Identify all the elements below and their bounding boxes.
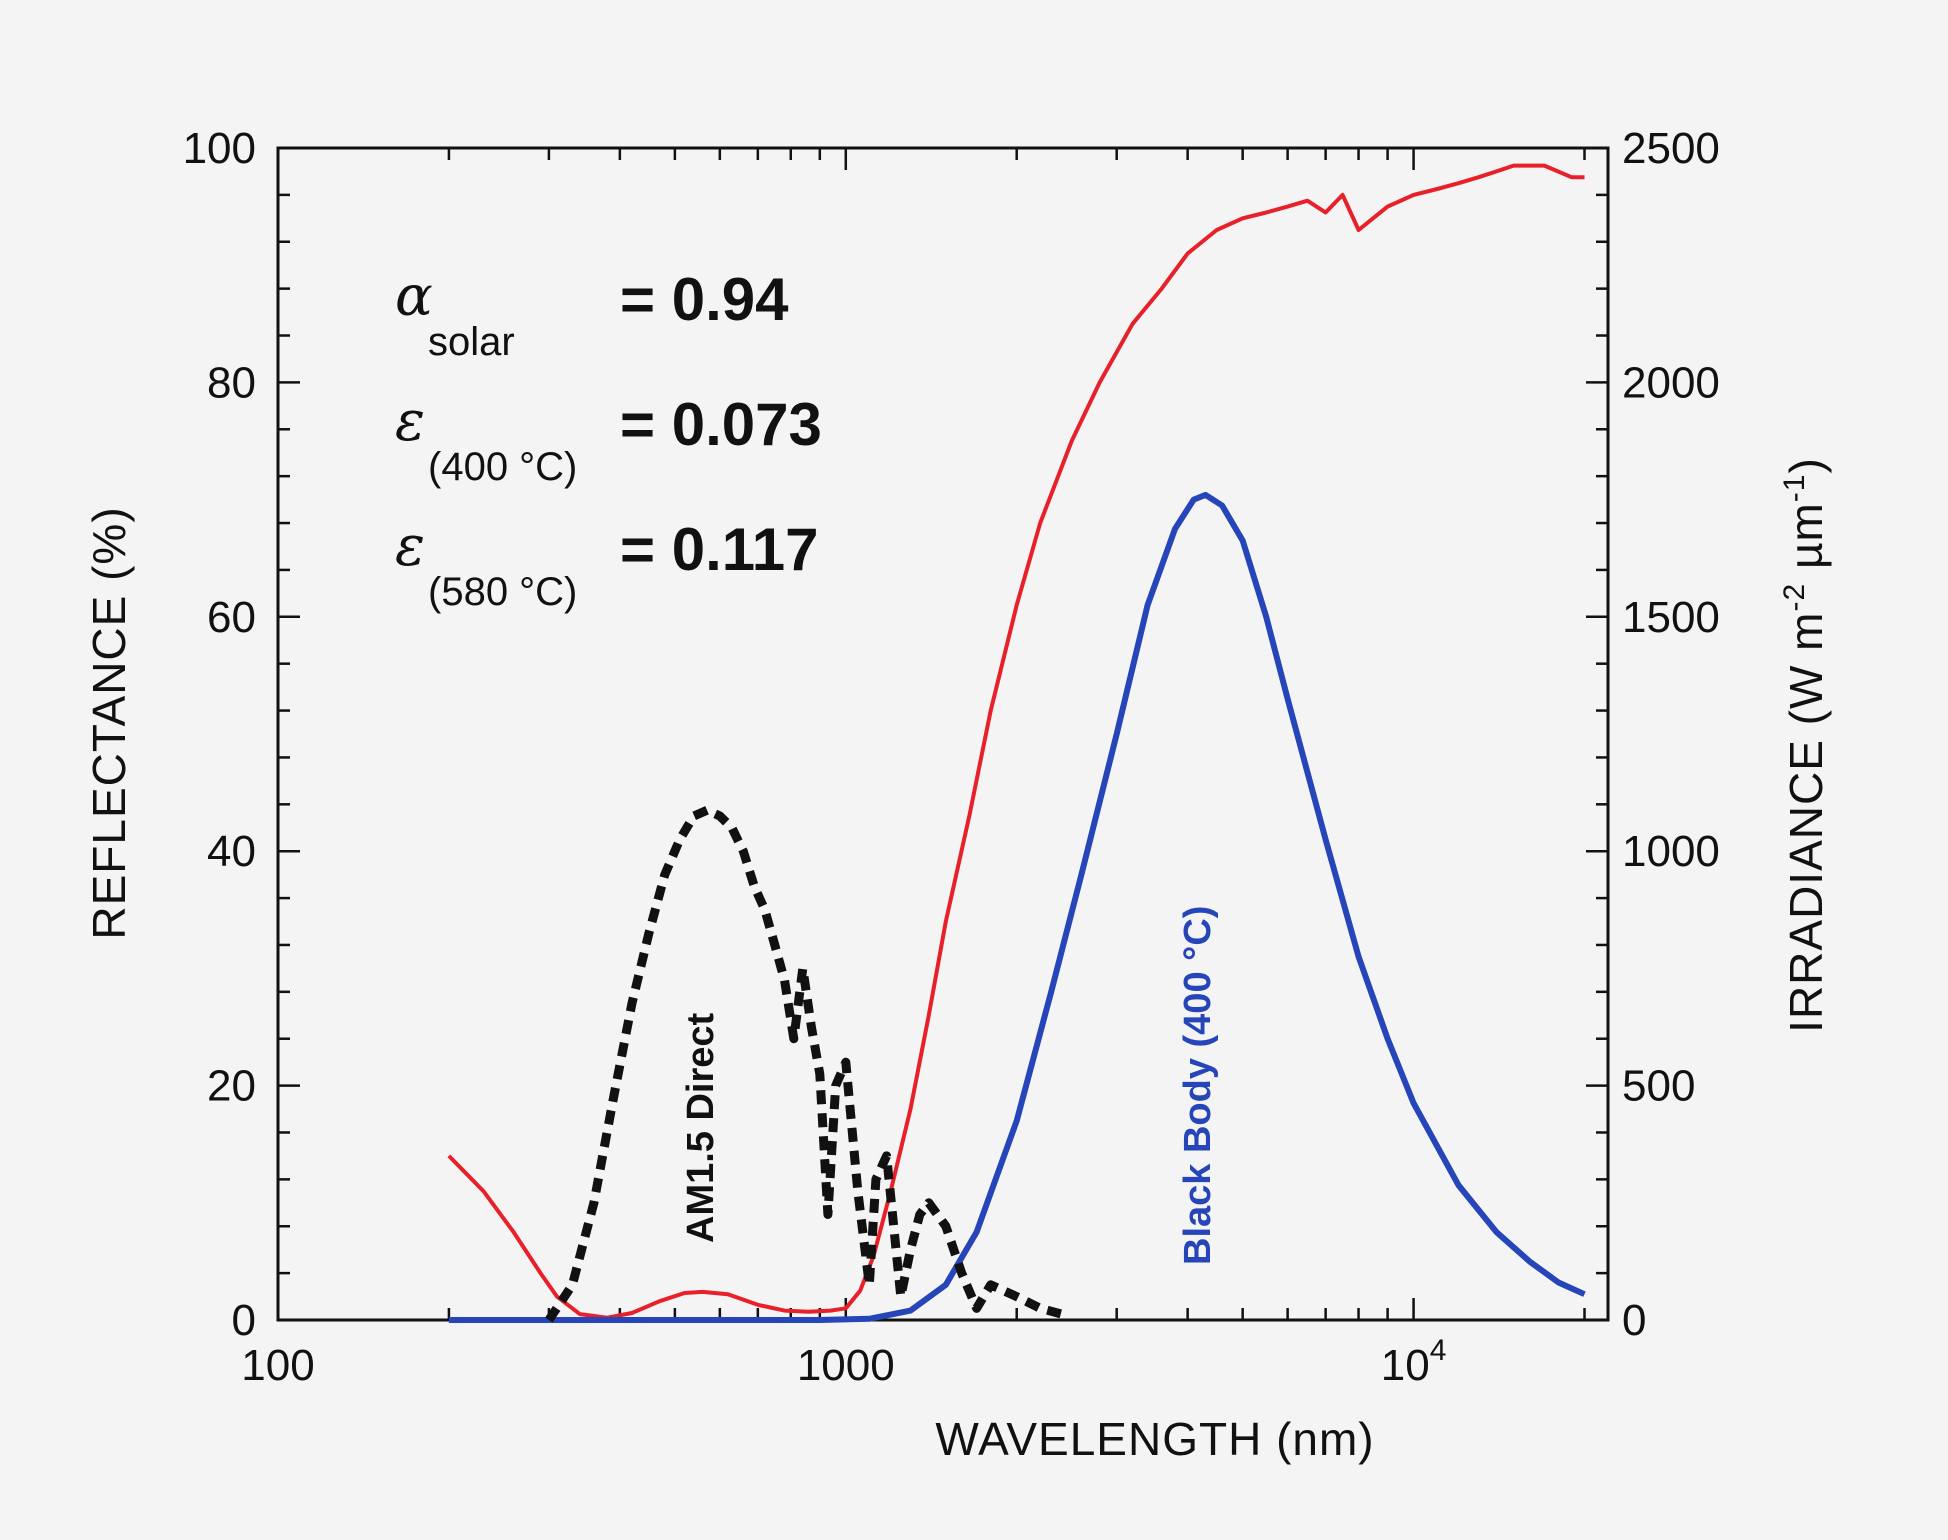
- x-tick-label-base: 1000: [797, 1341, 895, 1390]
- blackbody-series-label: Black Body (400 °C): [1177, 906, 1219, 1265]
- series-labels: AM1.5 Direct Black Body (400 °C): [680, 906, 1219, 1265]
- x-tick-label: 104: [1381, 1334, 1447, 1390]
- annotation-subscript: solar: [428, 320, 515, 364]
- y2-tick-label: 1500: [1622, 593, 1720, 642]
- am15-series-label: AM1.5 Direct: [680, 1012, 722, 1243]
- y-tick-label: 60: [207, 593, 256, 642]
- y2-tick-label: 0: [1622, 1296, 1646, 1345]
- y2-axis-title-exp1: -2: [1778, 583, 1811, 612]
- y-tick-label: 20: [207, 1062, 256, 1111]
- annotation-subscript: (400 °C): [428, 445, 577, 489]
- annotation-symbol: α: [395, 264, 433, 329]
- y-tick-label: 80: [207, 358, 256, 407]
- y2-axis-title-end: ): [1780, 457, 1832, 473]
- annotation-subscript: (580 °C): [428, 570, 577, 614]
- x-tick-label: 100: [241, 1341, 314, 1390]
- reflectance-series-line: [447, 163, 1585, 1320]
- axis-tick-labels: 100 1000 104020406080100050010001500200025…: [183, 124, 1720, 1390]
- annotation-1: ε(400 °C) = 0.073: [395, 389, 822, 489]
- y-tick-label: 0: [232, 1296, 256, 1345]
- y2-axis-title-exp2: -1: [1778, 474, 1811, 503]
- y2-tick-label: 500: [1622, 1062, 1695, 1111]
- y2-axis-title-mid: µm: [1780, 502, 1832, 583]
- y2-tick-label: 2000: [1622, 358, 1720, 407]
- plot-area-frame: [276, 146, 1610, 1322]
- y2-tick-label: 2500: [1622, 124, 1720, 173]
- series-group: [447, 163, 1586, 1323]
- annotation-symbol: ε: [395, 514, 425, 579]
- x-tick-label-base: 10: [1381, 1341, 1430, 1390]
- x-tick-label-base: 100: [241, 1341, 314, 1390]
- x-tick-label-exp: 4: [1430, 1334, 1447, 1367]
- annotation-2: ε(580 °C) = 0.117: [395, 514, 819, 614]
- y2-tick-label: 1000: [1622, 827, 1720, 876]
- annotation-value: = 0.117: [620, 516, 819, 583]
- y-axis-title: REFLECTANCE (%): [83, 506, 135, 939]
- am15-series-line: [545, 805, 1063, 1323]
- y2-axis-title-main: IRRADIANCE (W m: [1780, 611, 1832, 1032]
- x-axis-title: WAVELENGTH (nm): [935, 1413, 1374, 1465]
- blackbody-series-line: [448, 491, 1586, 1323]
- y2-axis-title: IRRADIANCE (W m-2 µm-1): [1778, 457, 1832, 1033]
- annotation-value: = 0.94: [620, 266, 789, 333]
- annotation-value: = 0.073: [620, 391, 822, 458]
- annotation-symbol: ε: [395, 389, 425, 454]
- y-tick-label: 40: [207, 827, 256, 876]
- x-tick-label: 1000: [797, 1341, 895, 1390]
- y-tick-label: 100: [183, 124, 256, 173]
